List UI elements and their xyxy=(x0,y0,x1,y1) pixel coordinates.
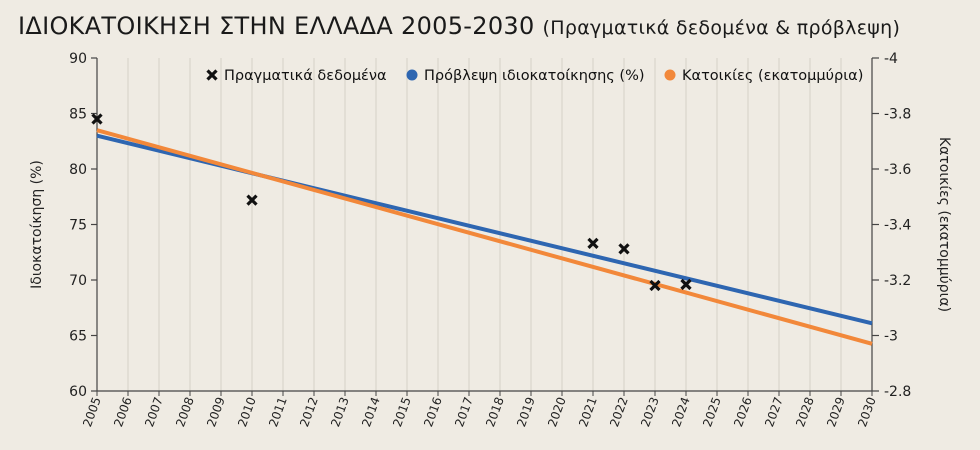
y2-tick-label: -3.6 xyxy=(884,162,911,178)
x-tick-label-2021: 2021 xyxy=(576,395,600,428)
y2-tick-label: -3.4 xyxy=(884,218,911,234)
actual-marker-2010 xyxy=(246,194,258,206)
marker-stroke xyxy=(618,243,630,255)
x-tick-label-2018: 2018 xyxy=(483,395,507,428)
x-tick-label-2007: 2007 xyxy=(142,395,166,428)
y2-tick-label: -3.2 xyxy=(884,273,911,289)
legend-label: Κατοικίες (εκατομμύρια) xyxy=(682,68,863,84)
actual-marker-2005 xyxy=(91,113,103,125)
x-tick-label-2009: 2009 xyxy=(204,395,228,428)
x-tick-label-2008: 2008 xyxy=(173,395,197,428)
actual-marker-2021 xyxy=(587,237,599,250)
actual-marker-2022 xyxy=(618,243,630,255)
x-tick-label-2006: 2006 xyxy=(111,395,135,428)
actual-marker-2023 xyxy=(649,279,661,292)
x-tick-label-2023: 2023 xyxy=(638,395,662,428)
x-tick-label-2026: 2026 xyxy=(731,395,755,428)
x-tick-label-2029: 2029 xyxy=(824,395,848,428)
legend-item-3: Κατοικίες (εκατομμύρια) xyxy=(664,68,863,84)
x-tick-label-2024: 2024 xyxy=(669,395,693,428)
y-tick-label-60: 60 xyxy=(69,384,87,400)
x-tick-label-2011: 2011 xyxy=(266,395,290,428)
y2-tick-label: -2.8 xyxy=(884,384,911,400)
marker-stroke xyxy=(587,237,599,250)
x-tick-label-2020: 2020 xyxy=(545,395,569,428)
y-tick-label-70: 70 xyxy=(69,273,87,289)
marker-stroke xyxy=(246,194,258,206)
legend-marker xyxy=(206,69,218,81)
y2-tick-label: -3 xyxy=(884,329,898,345)
x-tick-label-2005: 2005 xyxy=(80,395,104,428)
legend-swatch xyxy=(406,69,418,81)
chart-subtitle: (Πραγματικά δεδομένα & πρόβλεψη) xyxy=(542,17,901,39)
y2-axis-ticks: -2.8 -3 -3.2 -3.4 -3.6 -3.8 -4 xyxy=(872,51,911,400)
marker-stroke xyxy=(649,279,661,292)
y-tick-label-65: 65 xyxy=(69,329,87,345)
legend-label: Πρόβλεψη ιδιοκατοίκησης (%) xyxy=(424,68,645,84)
chart-title: ΙΔΙΟΚΑΤΟΙΚΗΣΗ ΣΤΗΝ ΕΛΛΑΔΑ 2005-2030 (Πραγ… xyxy=(18,12,900,40)
x-tick-label-2027: 2027 xyxy=(762,395,786,428)
x-tick-label-2030: 2030 xyxy=(855,395,879,428)
x-tick-label-2012: 2012 xyxy=(297,395,321,428)
marker-stroke xyxy=(91,113,103,125)
grid xyxy=(96,58,873,391)
y-tick-label-90: 90 xyxy=(69,51,87,67)
axes xyxy=(96,58,873,392)
y-tick-label-80: 80 xyxy=(69,162,87,178)
x-tick-label-2014: 2014 xyxy=(359,395,383,428)
x-tick-label-2017: 2017 xyxy=(452,395,476,428)
x-tick-label-2016: 2016 xyxy=(421,395,445,428)
y2-tick-label: -3.8 xyxy=(884,107,911,123)
legend-item-2: Πρόβλεψη ιδιοκατοίκησης (%) xyxy=(406,68,645,84)
legend: Πραγματικά δεδομένα Πρόβλεψη ιδιοκατοίκησ… xyxy=(206,68,863,84)
y-axis-label: Ιδιοκατοίκηση (%) xyxy=(29,160,45,289)
x-tick-label-2028: 2028 xyxy=(793,395,817,428)
x-tick-label-2025: 2025 xyxy=(700,395,724,428)
y2-axis-label: Κατοικίες (εκατομμύρια) xyxy=(936,137,952,312)
y-tick-label-85: 85 xyxy=(69,107,87,123)
series xyxy=(91,113,873,346)
y-tick-label-75: 75 xyxy=(69,218,87,234)
actual-marker-2024 xyxy=(680,278,692,291)
x-tick-label-2010: 2010 xyxy=(235,395,259,428)
x-axis-ticks: 2005 2006 2007 2008 2009 2010 2011 2012 2013 2014… xyxy=(80,391,879,429)
y2-tick-label: -4 xyxy=(884,51,898,67)
x-tick-label-2019: 2019 xyxy=(514,395,538,428)
legend-label: Πραγματικά δεδομένα xyxy=(224,68,387,84)
housing-line xyxy=(96,128,873,346)
legend-swatch xyxy=(664,69,676,81)
chart-title-main: ΙΔΙΟΚΑΤΟΙΚΗΣΗ ΣΤΗΝ ΕΛΛΑΔΑ 2005-2030 xyxy=(18,12,535,40)
legend-item-1: Πραγματικά δεδομένα xyxy=(206,68,387,84)
x-tick-label-2013: 2013 xyxy=(328,395,352,428)
y-axis-ticks: 60 65 70 75 80 85 90 xyxy=(69,51,97,400)
x-tick-label-2015: 2015 xyxy=(390,395,414,428)
marker-stroke xyxy=(680,278,692,291)
x-tick-label-2022: 2022 xyxy=(607,395,631,428)
